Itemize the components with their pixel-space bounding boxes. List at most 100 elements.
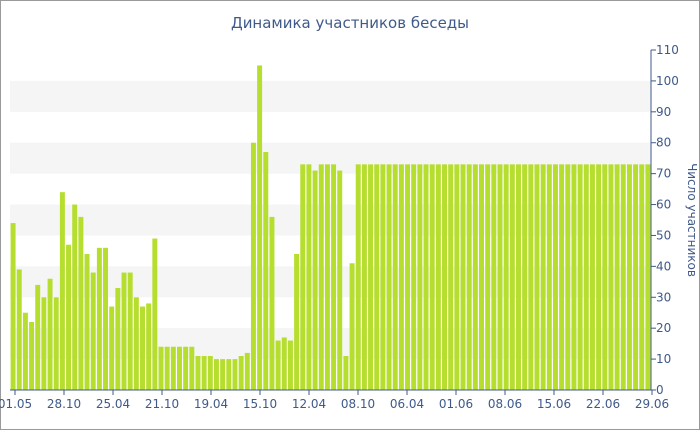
bar	[158, 346, 164, 390]
bar	[392, 164, 398, 390]
bar	[324, 164, 330, 390]
y-tick-label: 110	[656, 43, 679, 57]
y-tick-label: 30	[656, 290, 671, 304]
bar	[164, 346, 170, 390]
y-tick-label: 80	[656, 136, 671, 150]
bar	[466, 164, 472, 390]
bar	[189, 346, 195, 390]
bar	[583, 164, 589, 390]
bar	[177, 346, 182, 390]
bar	[522, 164, 528, 390]
bar	[405, 164, 411, 390]
x-tick-label: 12.04	[292, 397, 326, 411]
bar	[306, 164, 312, 390]
bar	[368, 164, 374, 390]
y-tick-label: 60	[656, 198, 671, 212]
bar	[596, 164, 602, 390]
y-tick-label: 100	[656, 74, 679, 88]
bar	[516, 164, 521, 390]
bar	[497, 164, 503, 390]
x-tick-label: 25.04	[96, 397, 130, 411]
bar	[374, 164, 380, 390]
x-tick-label: 15.10	[243, 397, 277, 411]
x-tick-label: 29.06	[635, 397, 669, 411]
y-tick-label: 50	[656, 228, 671, 242]
bar	[626, 164, 632, 390]
bar	[232, 359, 238, 390]
bar	[380, 164, 386, 390]
bar	[571, 164, 577, 390]
bar	[140, 306, 145, 390]
bar	[201, 356, 207, 390]
bar	[442, 164, 447, 390]
bar	[429, 164, 435, 390]
x-tick-label: 21.10	[145, 397, 179, 411]
bar	[552, 164, 558, 390]
bar	[29, 322, 35, 390]
bar	[287, 340, 293, 390]
bar	[411, 164, 417, 390]
bar	[546, 164, 552, 390]
bar	[503, 164, 509, 390]
x-tick-label: 15.06	[537, 397, 571, 411]
bar	[16, 269, 22, 390]
bar	[47, 278, 53, 390]
bar	[53, 297, 59, 390]
bar	[472, 164, 478, 390]
chart-title: Динамика участников беседы	[231, 14, 469, 32]
bar	[608, 164, 614, 390]
bar	[417, 164, 423, 390]
y-axis-label: Число участников	[685, 163, 699, 277]
bar	[589, 164, 595, 390]
bar	[59, 192, 65, 390]
bar	[96, 247, 102, 390]
bar	[448, 164, 454, 390]
y-tick-label: 0	[656, 383, 664, 397]
bar	[269, 216, 275, 390]
bar	[244, 352, 250, 390]
bar	[257, 65, 263, 390]
bar	[238, 356, 244, 390]
bar	[195, 356, 201, 390]
bar	[343, 356, 349, 390]
bar	[103, 247, 109, 390]
x-tick-label: 08.06	[488, 397, 522, 411]
bar	[565, 164, 571, 390]
bar	[312, 170, 318, 390]
bar-series	[10, 65, 651, 390]
x-tick-label: 22.06	[586, 397, 620, 411]
bar	[250, 142, 256, 390]
bar	[454, 164, 460, 390]
bar	[35, 284, 41, 390]
bar	[275, 340, 281, 390]
bar	[109, 306, 115, 390]
bar	[146, 303, 152, 390]
x-tick-label: 28.10	[47, 397, 81, 411]
y-tick-label: 10	[656, 352, 671, 366]
bar	[183, 346, 189, 390]
bar	[22, 312, 28, 390]
bar	[121, 272, 127, 390]
bar	[509, 164, 515, 390]
bar	[10, 223, 16, 390]
bar	[620, 164, 626, 390]
bar	[355, 164, 361, 390]
bar	[207, 356, 213, 390]
y-tick-label: 20	[656, 321, 671, 335]
bar	[263, 152, 269, 390]
bar	[127, 272, 133, 390]
x-axis-ticks: 01.05 28.10 25.04 21.10 19.04 15.10 12.04 08.10…	[0, 390, 669, 411]
bar	[331, 164, 337, 390]
bar	[133, 297, 139, 390]
bar	[602, 164, 608, 390]
bar	[645, 164, 651, 390]
bar	[84, 254, 90, 390]
x-tick-label: 19.04	[194, 397, 228, 411]
bar	[614, 164, 620, 390]
bar	[90, 272, 96, 390]
bar	[577, 164, 583, 390]
bar	[485, 164, 491, 390]
bar	[460, 164, 466, 390]
bar	[386, 164, 392, 390]
